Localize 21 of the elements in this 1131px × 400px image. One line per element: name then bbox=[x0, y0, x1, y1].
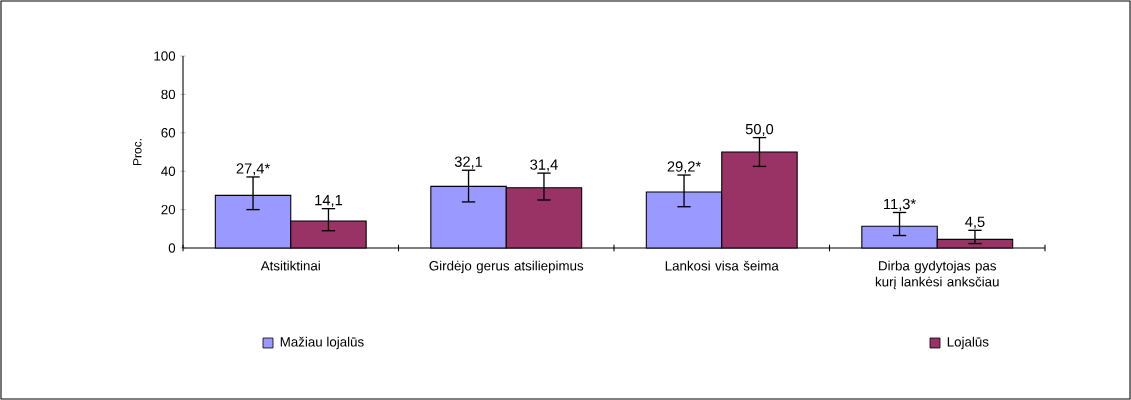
data-label: 27,4* bbox=[236, 163, 270, 176]
legend-label: Lojalūs bbox=[947, 336, 989, 350]
data-label: 29,2* bbox=[667, 161, 701, 174]
x-tick-label: Girdėjo gerus atsiliepimus bbox=[429, 260, 584, 274]
y-tick-label: 100 bbox=[154, 51, 176, 61]
y-tick-label: 80 bbox=[161, 89, 176, 100]
y-tick-label: 40 bbox=[161, 166, 176, 176]
x-tick-label: Lankosi visa šeima bbox=[665, 260, 779, 271]
legend-label: Mažiau lojalūs bbox=[280, 336, 364, 350]
y-tick-label: 0 bbox=[168, 243, 176, 253]
x-tick-label: Dirba gydytojas pas kurį lankėsi anksčiau bbox=[875, 260, 999, 290]
y-axis-title: Proc. bbox=[133, 139, 142, 166]
x-tick-label: Atsitiktinai bbox=[260, 260, 320, 271]
data-label: 50,0 bbox=[745, 123, 774, 137]
data-label: 11,3* bbox=[884, 198, 916, 211]
y-tick-label: 60 bbox=[161, 128, 176, 138]
data-label: 14,1 bbox=[315, 195, 343, 208]
data-label: 31,4 bbox=[530, 159, 558, 172]
y-tick-label: 20 bbox=[161, 204, 176, 215]
data-label: 32,1 bbox=[454, 156, 483, 169]
data-label: 4,5 bbox=[965, 216, 985, 229]
